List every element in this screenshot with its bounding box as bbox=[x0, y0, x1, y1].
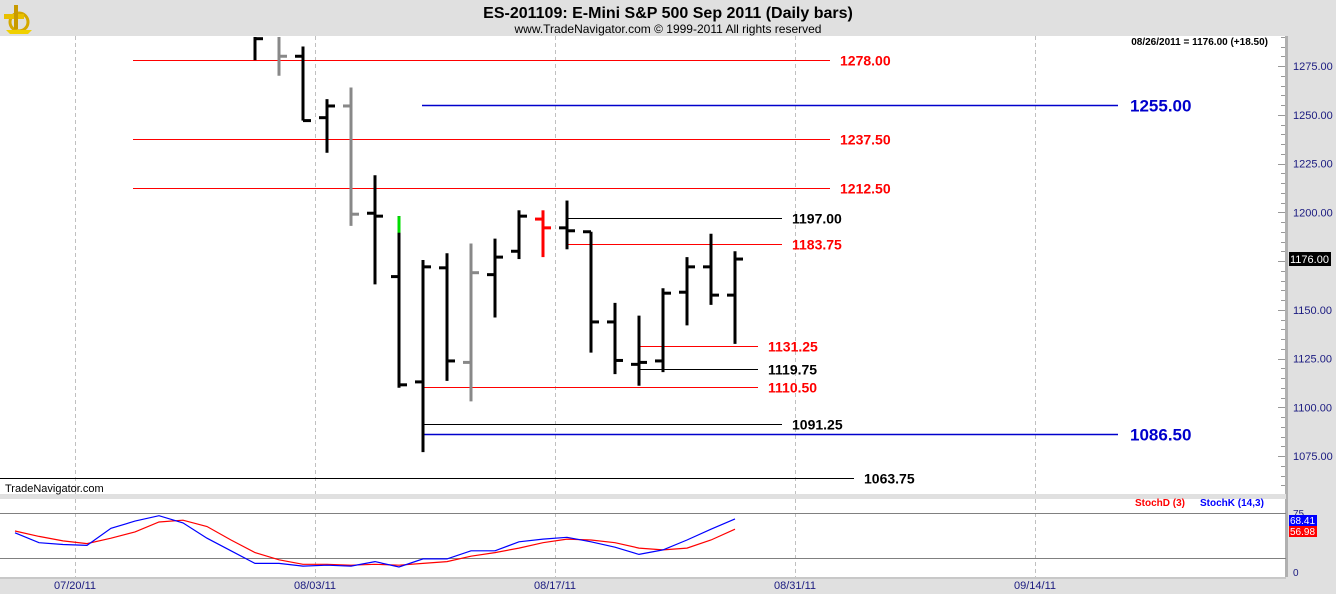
y-tick-label: 75 bbox=[1293, 509, 1305, 520]
ohlc-bar bbox=[655, 288, 671, 373]
level-label: 1063.75 bbox=[864, 471, 915, 487]
stochd-value: 56.98 bbox=[1290, 527, 1315, 538]
level-label: 1183.75 bbox=[792, 237, 842, 253]
level-label: 1131.25 bbox=[768, 339, 818, 355]
y-tick-label: 1200.00 bbox=[1293, 207, 1333, 219]
ohlc-bar bbox=[583, 230, 599, 353]
ohlc-bar bbox=[367, 175, 383, 285]
panel-separator bbox=[0, 494, 1286, 499]
y-tick-label: 1275.00 bbox=[1293, 61, 1333, 73]
level-label: 1119.75 bbox=[768, 362, 817, 378]
ohlc-bar bbox=[487, 238, 503, 318]
ohlc-bar bbox=[343, 87, 359, 226]
ohlc-bar bbox=[391, 216, 407, 388]
level-label: 1086.50 bbox=[1130, 426, 1191, 445]
ohlc-bar bbox=[415, 260, 431, 453]
stochk-value-marker bbox=[1289, 515, 1317, 526]
y-tick-label: 1250.00 bbox=[1293, 110, 1333, 122]
x-tick-label: 08/03/11 bbox=[294, 580, 336, 592]
stochk-value: 68.41 bbox=[1290, 516, 1315, 527]
current-price-marker bbox=[1289, 252, 1331, 266]
level-label: 1255.00 bbox=[1130, 97, 1191, 116]
current-price-label: 1176.00 bbox=[1290, 254, 1329, 266]
ohlc-bar bbox=[295, 46, 311, 123]
y-tick-label: 1150.00 bbox=[1293, 305, 1332, 317]
level-label: 1212.50 bbox=[840, 181, 891, 197]
ohlc-bar bbox=[511, 210, 527, 260]
watermark-text: TradeNavigator.com bbox=[5, 483, 104, 495]
x-tick-label: 08/31/11 bbox=[774, 580, 816, 592]
y-tick-label: 1125.00 bbox=[1293, 354, 1332, 366]
ohlc-bar bbox=[253, 37, 263, 61]
stoch-line-k bbox=[14, 515, 736, 568]
stoch-line-d bbox=[14, 519, 736, 566]
ohlc-bar bbox=[703, 233, 719, 305]
x-tick-label: 09/14/11 bbox=[1014, 580, 1056, 592]
ohlc-bar bbox=[727, 251, 743, 344]
sextant-icon bbox=[4, 5, 32, 34]
ohlc-bar bbox=[679, 257, 695, 326]
ohlc-bar bbox=[607, 302, 623, 375]
x-tick-label: 07/20/11 bbox=[54, 580, 96, 592]
copyright-text: www.TradeNavigator.com © 1999-2011 All r… bbox=[514, 22, 822, 36]
y-tick-label: 1100.00 bbox=[1293, 402, 1332, 414]
legend-stochd: StochD (3) bbox=[1135, 498, 1185, 509]
x-tick-label: 08/17/11 bbox=[534, 580, 576, 592]
level-label: 1237.50 bbox=[840, 132, 891, 148]
y-tick-label: 1075.00 bbox=[1293, 451, 1333, 463]
last-quote: 08/26/2011 = 1176.00 (+18.50) bbox=[1131, 37, 1268, 48]
ohlc-bar bbox=[463, 243, 479, 402]
ohlc-bar bbox=[277, 37, 287, 76]
chart-title: ES-201109: E-Mini S&P 500 Sep 2011 (Dail… bbox=[483, 5, 853, 22]
y-tick-label: 1225.00 bbox=[1293, 159, 1333, 171]
ohlc-bar bbox=[319, 99, 335, 153]
level-label: 1110.50 bbox=[768, 380, 817, 396]
y-tick-label: 0 bbox=[1293, 568, 1299, 579]
ohlc-bar bbox=[439, 253, 455, 381]
stochd-value-marker bbox=[1289, 526, 1317, 537]
ohlc-bar bbox=[631, 315, 647, 386]
ohlc-bar bbox=[559, 200, 575, 250]
stoch-panel bbox=[0, 499, 1286, 577]
ohlc-bar bbox=[535, 210, 551, 258]
level-label: 1197.00 bbox=[792, 211, 842, 227]
header-bar bbox=[0, 0, 1336, 36]
level-label: 1091.25 bbox=[792, 417, 843, 433]
price-panel bbox=[0, 36, 1286, 494]
legend-stochk: StochK (14,3) bbox=[1200, 498, 1264, 509]
level-label: 1278.00 bbox=[840, 53, 891, 69]
